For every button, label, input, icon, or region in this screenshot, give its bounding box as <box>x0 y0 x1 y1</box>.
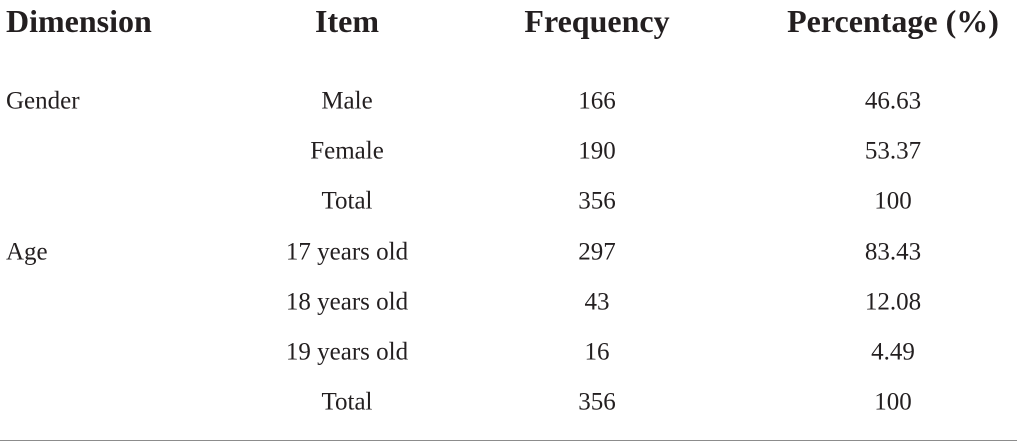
table-cell: Gender <box>6 87 80 115</box>
column-header: Percentage (%) <box>787 3 999 39</box>
table-cell: 297 <box>578 238 616 266</box>
table-cell: 356 <box>578 187 616 215</box>
table-cell: 17 years old <box>285 238 409 266</box>
table-cell: Total <box>321 187 373 215</box>
table-cell: 46.63 <box>864 87 922 115</box>
table-cell: 100 <box>874 187 912 215</box>
column-header: Frequency <box>524 3 670 39</box>
table-cell: 4.49 <box>871 338 915 366</box>
table-cell: 190 <box>578 137 616 165</box>
column-header: Item <box>315 3 379 39</box>
table-cell: 100 <box>874 388 912 416</box>
table-cell: 83.43 <box>864 238 922 266</box>
bottom-rule <box>0 440 1017 441</box>
table-cell: 18 years old <box>285 288 409 316</box>
table-cell: Male <box>321 87 373 115</box>
table-cell: 53.37 <box>864 137 922 165</box>
table-cell: Female <box>310 137 384 165</box>
table-cell: 19 years old <box>285 338 409 366</box>
table-cell: 356 <box>578 388 616 416</box>
table-cell: 16 <box>584 338 610 366</box>
table-cell: Total <box>321 388 373 416</box>
column-header: Dimension <box>6 3 152 39</box>
table-cell: 43 <box>584 288 610 316</box>
table-cell: Age <box>6 238 48 266</box>
table-cell: 12.08 <box>864 288 922 316</box>
table-cell: 166 <box>578 87 616 115</box>
